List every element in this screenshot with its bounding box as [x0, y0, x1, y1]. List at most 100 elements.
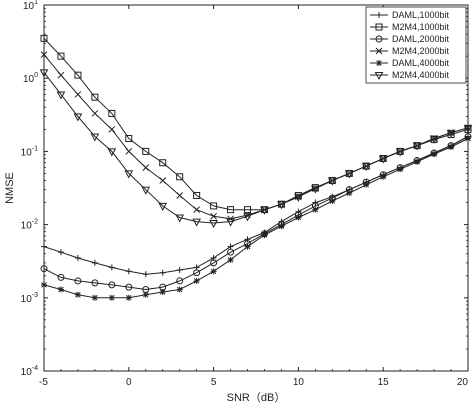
data-point: [312, 206, 319, 213]
data-point: [176, 277, 184, 285]
data-point: [260, 206, 269, 215]
data-point: [431, 151, 438, 158]
data-point: [108, 264, 115, 271]
y-axis-title: NMSE: [4, 172, 16, 204]
legend-marker: [374, 72, 384, 81]
legend-item: M2M4,4000bit: [370, 70, 450, 81]
data-point: [311, 185, 320, 194]
data-point: [176, 286, 183, 293]
data-point: [39, 69, 49, 78]
data-point: [210, 268, 217, 275]
data-point: [125, 294, 132, 301]
y-tick-label-base: 10: [21, 221, 33, 232]
data-point: [243, 213, 252, 222]
data-point: [227, 256, 234, 263]
data-point: [141, 186, 151, 195]
y-tick-label: 101: [23, 0, 38, 12]
data-point: [57, 71, 65, 79]
data-point: [57, 52, 65, 60]
data-point: [414, 158, 421, 165]
data-point: [193, 191, 201, 199]
legend-box: [365, 6, 467, 84]
series-layer: [39, 34, 473, 301]
data-point: [125, 283, 133, 291]
data-point: [91, 259, 98, 266]
legend-item: DAML,4000bit: [370, 58, 450, 68]
data-point: [295, 214, 302, 221]
legend-marker: [376, 12, 382, 18]
legend-item: M2M4,2000bit: [370, 46, 450, 56]
data-point: [294, 193, 303, 202]
data-point: [74, 91, 82, 98]
x-tick-label: 15: [378, 377, 390, 388]
data-point: [448, 143, 455, 150]
data-point: [193, 206, 200, 214]
series-line: [43, 72, 469, 224]
legend-marker: [375, 47, 383, 55]
data-point: [74, 254, 81, 261]
data-point: [91, 93, 99, 101]
y-tick-label-base: 10: [23, 1, 35, 12]
data-point: [244, 206, 252, 214]
data-point: [91, 110, 99, 117]
data-point: [125, 135, 133, 143]
data-point: [278, 223, 285, 230]
legend-marker: [376, 60, 382, 66]
legend-label: DAML,2000bit: [392, 34, 450, 44]
data-point: [346, 190, 353, 197]
data-point: [159, 269, 166, 276]
y-tick-label-exponent: -2: [32, 219, 38, 226]
data-point: [227, 248, 235, 256]
data-point: [124, 170, 134, 179]
x-axis-title: SNR（dB）: [227, 391, 286, 404]
y-tick-label-base: 10: [21, 294, 33, 305]
data-point: [91, 279, 99, 287]
data-point: [244, 236, 251, 243]
data-point: [327, 177, 337, 186]
data-point: [159, 159, 167, 167]
data-point: [395, 148, 405, 157]
x-axis: -5 0 5 10 15 20: [39, 5, 469, 388]
x-tick-label: 5: [211, 377, 217, 388]
legend-marker: [375, 35, 383, 43]
data-point: [397, 166, 404, 173]
data-point: [176, 173, 184, 181]
y-tick-label-exponent: -4: [32, 365, 38, 372]
data-point: [91, 294, 98, 301]
data-point: [380, 173, 387, 180]
data-point: [159, 289, 166, 296]
data-point: [142, 291, 149, 298]
data-point: [90, 133, 100, 142]
x-tick-label: 20: [457, 377, 469, 388]
x-tick-label: 0: [126, 377, 132, 388]
data-point: [74, 71, 82, 79]
y-tick-label-exponent: 1: [34, 0, 38, 6]
data-point: [142, 271, 149, 278]
series-6: [39, 69, 473, 229]
x-tick-label: 10: [293, 377, 305, 388]
data-point: [176, 192, 184, 199]
y-tick-label: 10-2: [21, 219, 38, 232]
data-point: [465, 135, 471, 142]
data-point: [41, 243, 47, 250]
data-point: [108, 294, 115, 301]
legend-label: M2M4,2000bit: [392, 46, 450, 56]
legend-item: DAML,2000bit: [370, 34, 450, 44]
legend-label: M2M4,1000bit: [392, 22, 450, 32]
data-point: [57, 249, 64, 256]
data-point: [57, 286, 64, 293]
data-point: [193, 277, 200, 284]
legend-marker: [375, 23, 383, 31]
data-point: [209, 220, 218, 229]
data-point: [108, 109, 116, 117]
data-point: [159, 177, 167, 184]
data-point: [73, 113, 83, 122]
data-point: [57, 273, 65, 281]
data-point: [363, 181, 370, 188]
data-point: [412, 142, 422, 151]
data-point: [446, 129, 456, 138]
data-point: [210, 212, 217, 220]
y-tick-label-exponent: 0: [34, 72, 38, 79]
data-point: [158, 202, 168, 211]
data-point: [125, 148, 133, 155]
